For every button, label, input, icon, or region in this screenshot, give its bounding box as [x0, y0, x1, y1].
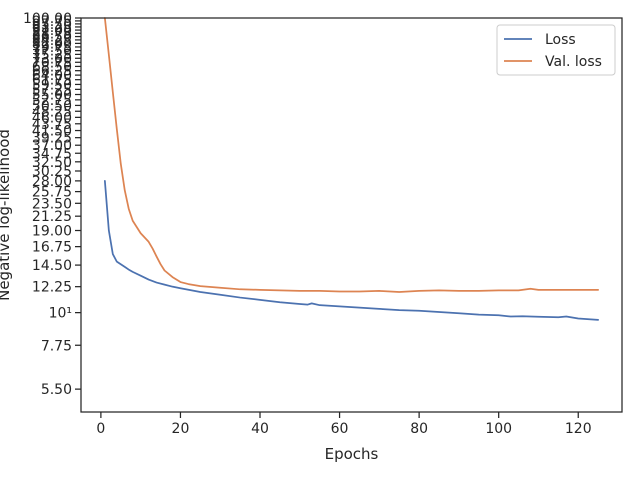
y-tick-label: 61.75: [32, 73, 72, 89]
y-tick-label: 16.75: [32, 240, 72, 256]
legend-label: Val. loss: [545, 54, 602, 70]
legend-box: [496, 24, 616, 76]
y-tick-label: 68.50: [32, 59, 72, 75]
y-tick-label: 23.50: [32, 196, 72, 212]
series-line-val-loss: [103, 17, 600, 293]
y-tick-label: 79.75: [32, 40, 72, 56]
y-tick-label: 86.50: [32, 30, 72, 46]
y-tick-label: 100.00: [23, 11, 72, 27]
y-tick-label: 21.25: [32, 209, 72, 225]
y-tick-label: 48.25: [32, 104, 72, 120]
y-tick-label: 7.75: [41, 338, 72, 354]
y-tick-label: 12.25: [32, 280, 72, 296]
y-tick-label: 97.75: [32, 14, 72, 30]
y-tick-label: 95.50: [32, 17, 72, 33]
x-axis: 0 20 40 60 80 100 120: [96, 412, 592, 437]
y-tick-label: 88.75: [32, 26, 72, 42]
plot-frame: [80, 17, 623, 413]
series-layer: [103, 17, 600, 321]
y-tick-label: 70.75: [32, 55, 72, 71]
y-tick-label: 75.25: [32, 47, 72, 63]
legend-label: Loss: [545, 32, 576, 48]
y-tick-label: 46.00: [32, 110, 72, 126]
x-tick-label: 80: [410, 421, 428, 437]
y-tick-label: 82.00: [32, 36, 72, 52]
x-tick-label: 40: [251, 421, 269, 437]
y-tick-label: 52.75: [32, 93, 72, 109]
y-tick-label: 50.50: [32, 98, 72, 114]
y-tick-label: 91.00: [32, 23, 72, 39]
y-tick-label: 28.00: [32, 174, 72, 190]
y-tick-label: 57.25: [32, 82, 72, 98]
legend: Loss Val. loss: [496, 24, 616, 76]
y-tick-label: 39.25: [32, 131, 72, 147]
y-tick-label: 30.25: [32, 164, 72, 180]
x-tick-label: 0: [96, 421, 105, 437]
series-line-loss: [103, 180, 600, 321]
y-tick-label: 84.25: [32, 33, 72, 49]
x-tick-label: 120: [565, 421, 592, 437]
y-axis: 5.50 7.75 10¹ 12.25 14.50 16.7519.0021.2523.5…: [23, 11, 81, 398]
x-tick-label: 100: [485, 421, 512, 437]
y-tick-label: 19.00: [32, 224, 72, 240]
y-tick-label: 37.00: [32, 138, 72, 154]
y-tick-label: 34.75: [32, 146, 72, 162]
plot-area: [81, 18, 622, 412]
y-tick-label: 10¹: [49, 306, 72, 322]
y-tick-label: 93.25: [32, 20, 72, 36]
y-tick-label: 5.50: [41, 382, 72, 398]
y-axis-label: Negative log-likelihood: [0, 129, 13, 301]
y-tick-label: 77.50: [32, 44, 72, 60]
y-tick-label: 32.50: [32, 155, 72, 171]
y-tick-label: 64.00: [32, 68, 72, 84]
x-tick-label: 60: [331, 421, 349, 437]
y-tick-label: 14.50: [32, 258, 72, 274]
x-tick-label: 20: [172, 421, 190, 437]
y-tick-label: 59.50: [32, 77, 72, 93]
y-tick-label: 66.25: [32, 64, 72, 80]
x-axis-label: Epochs: [325, 445, 379, 463]
y-tick-label: 25.75: [32, 185, 72, 201]
y-tick-label: 41.50: [32, 124, 72, 140]
y-tick-label: 55.00: [32, 87, 72, 103]
y-tick-label: 43.75: [32, 117, 72, 133]
y-tick-label: 73.00: [32, 51, 72, 67]
